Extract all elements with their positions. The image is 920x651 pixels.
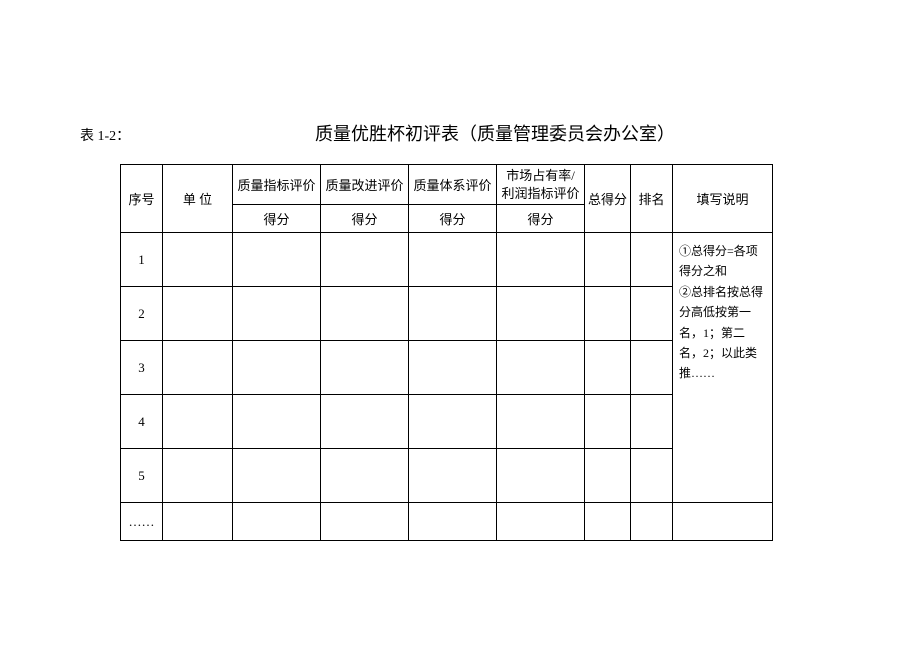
header-row: 表 1-2： 质量优胜杯初评表（质量管理委员会办公室） — [60, 120, 860, 146]
cell-unit — [163, 341, 233, 395]
col-unit: 单 位 — [163, 165, 233, 233]
cell-c3 — [409, 341, 497, 395]
cell-c2 — [321, 503, 409, 541]
cell-unit — [163, 287, 233, 341]
page-title: 质量优胜杯初评表（质量管理委员会办公室） — [130, 120, 860, 146]
cell-c4 — [497, 341, 585, 395]
cell-c1 — [233, 449, 321, 503]
cell-total — [585, 395, 631, 449]
table-row: …… — [121, 503, 773, 541]
table-wrapper: 序号 单 位 质量指标评价 质量改进评价 质量体系评价 市场占有率/ 利润指标评… — [60, 164, 860, 541]
table-row: 1 ①总得分=各项得分之和②总排名按总得分高低按第一名，1；第二名，2；以此类推… — [121, 233, 773, 287]
cell-unit — [163, 449, 233, 503]
cell-c3 — [409, 449, 497, 503]
cell-c3 — [409, 287, 497, 341]
cell-c2 — [321, 341, 409, 395]
cell-c4 — [497, 287, 585, 341]
cell-total — [585, 449, 631, 503]
cell-total — [585, 341, 631, 395]
cell-c4 — [497, 233, 585, 287]
col-quality-improvement: 质量改进评价 — [321, 165, 409, 205]
cell-c2 — [321, 395, 409, 449]
cell-c3 — [409, 233, 497, 287]
cell-c4 — [497, 395, 585, 449]
col-quality-system: 质量体系评价 — [409, 165, 497, 205]
cell-unit — [163, 233, 233, 287]
page: 表 1-2： 质量优胜杯初评表（质量管理委员会办公室） 序号 单 位 质量指标评… — [0, 0, 920, 581]
col-total: 总得分 — [585, 165, 631, 233]
cell-total — [585, 233, 631, 287]
col-score-1: 得分 — [233, 205, 321, 233]
cell-c1 — [233, 395, 321, 449]
col-desc: 填写说明 — [673, 165, 773, 233]
col-rank: 排名 — [631, 165, 673, 233]
cell-c4 — [497, 503, 585, 541]
cell-c1 — [233, 503, 321, 541]
col-score-3: 得分 — [409, 205, 497, 233]
col-market-line2: 利润指标评价 — [501, 186, 579, 201]
cell-desc: ①总得分=各项得分之和②总排名按总得分高低按第一名，1；第二名，2；以此类推…… — [673, 233, 773, 503]
cell-desc-empty — [673, 503, 773, 541]
cell-c4 — [497, 449, 585, 503]
col-market-line1: 市场占有率/ — [506, 168, 575, 183]
cell-rank — [631, 395, 673, 449]
cell-seq: 5 — [121, 449, 163, 503]
col-seq: 序号 — [121, 165, 163, 233]
cell-seq: …… — [121, 503, 163, 541]
cell-c1 — [233, 287, 321, 341]
col-quality-indicator: 质量指标评价 — [233, 165, 321, 205]
cell-rank — [631, 341, 673, 395]
cell-seq: 1 — [121, 233, 163, 287]
cell-seq: 2 — [121, 287, 163, 341]
cell-total — [585, 503, 631, 541]
cell-c2 — [321, 233, 409, 287]
cell-seq: 4 — [121, 395, 163, 449]
cell-rank — [631, 233, 673, 287]
cell-seq: 3 — [121, 341, 163, 395]
cell-c2 — [321, 449, 409, 503]
cell-unit — [163, 503, 233, 541]
cell-total — [585, 287, 631, 341]
cell-c2 — [321, 287, 409, 341]
cell-rank — [631, 287, 673, 341]
col-score-4: 得分 — [497, 205, 585, 233]
col-score-2: 得分 — [321, 205, 409, 233]
cell-c1 — [233, 233, 321, 287]
cell-c3 — [409, 395, 497, 449]
cell-c1 — [233, 341, 321, 395]
cell-c3 — [409, 503, 497, 541]
evaluation-table: 序号 单 位 质量指标评价 质量改进评价 质量体系评价 市场占有率/ 利润指标评… — [120, 164, 773, 541]
cell-unit — [163, 395, 233, 449]
cell-rank — [631, 503, 673, 541]
cell-rank — [631, 449, 673, 503]
header-row-1: 序号 单 位 质量指标评价 质量改进评价 质量体系评价 市场占有率/ 利润指标评… — [121, 165, 773, 205]
col-market-profit: 市场占有率/ 利润指标评价 — [497, 165, 585, 205]
